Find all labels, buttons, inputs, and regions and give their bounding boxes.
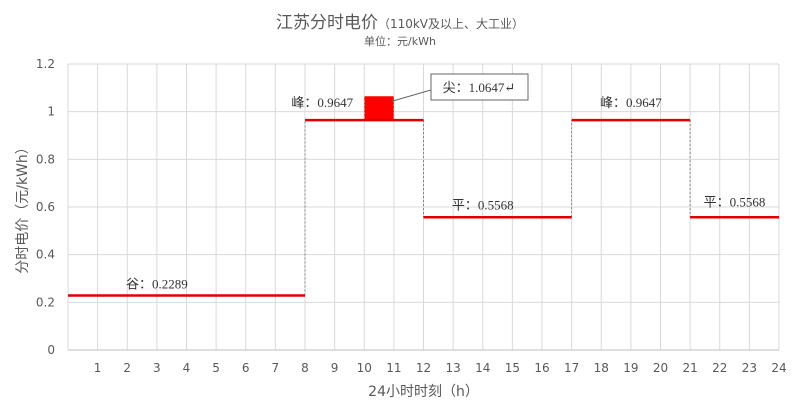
callout-pointer xyxy=(391,89,432,102)
x-tick-label: 6 xyxy=(242,361,250,375)
x-tick-label: 8 xyxy=(301,361,309,375)
x-tick-label: 22 xyxy=(712,361,727,375)
sharp-period-bar xyxy=(364,96,394,121)
chart-subtitle: 单位：元/kWh xyxy=(364,35,436,48)
x-tick-label: 23 xyxy=(742,361,757,375)
x-axis-label: 24小时时刻（h） xyxy=(368,384,479,400)
y-tick-label: 1.2 xyxy=(36,57,55,71)
y-tick-label: 0.2 xyxy=(36,295,55,309)
x-tick-label: 24 xyxy=(771,361,786,375)
x-tick-label: 10 xyxy=(357,361,372,375)
x-tick-label: 5 xyxy=(212,361,220,375)
x-tick-label: 16 xyxy=(534,361,549,375)
callout-box xyxy=(430,73,529,101)
x-tick-label: 2 xyxy=(123,361,131,375)
y-tick-label: 1 xyxy=(47,105,55,119)
x-tick-label: 4 xyxy=(183,361,191,375)
sharp-label: 尖：1.0647↵ xyxy=(443,80,516,95)
x-tick-label: 13 xyxy=(445,361,460,375)
x-tick-label: 12 xyxy=(416,361,431,375)
x-tick-label: 7 xyxy=(272,361,280,375)
x-tick-label: 19 xyxy=(623,361,638,375)
x-tick-label: 1 xyxy=(94,361,102,375)
segment-label: 峰：0.9647 xyxy=(291,95,353,110)
x-tick-label: 17 xyxy=(564,361,579,375)
chart-title: 江苏分时电价（110kV及以上、大工业） xyxy=(275,13,525,33)
x-tick-label: 18 xyxy=(594,361,609,375)
segment-label: 平：0.5568 xyxy=(452,197,514,212)
segment-label: 平：0.5568 xyxy=(704,194,766,209)
x-tick-label: 14 xyxy=(475,361,490,375)
x-tick-label: 20 xyxy=(653,361,668,375)
x-tick-label: 3 xyxy=(153,361,161,375)
x-tick-label: 11 xyxy=(386,361,401,375)
segment-label: 谷：0.2289 xyxy=(126,276,188,291)
x-tick-label: 9 xyxy=(331,361,339,375)
segment-label: 峰：0.9647 xyxy=(600,95,662,110)
y-tick-label: 0.8 xyxy=(36,152,55,166)
x-tick-label: 21 xyxy=(682,361,697,375)
x-tick-label: 15 xyxy=(505,361,520,375)
y-tick-label: 0.6 xyxy=(36,200,55,214)
y-axis-label: 分时电价（元/kWh） xyxy=(15,140,31,274)
y-tick-label: 0 xyxy=(47,343,55,357)
y-tick-label: 0.4 xyxy=(36,248,55,262)
